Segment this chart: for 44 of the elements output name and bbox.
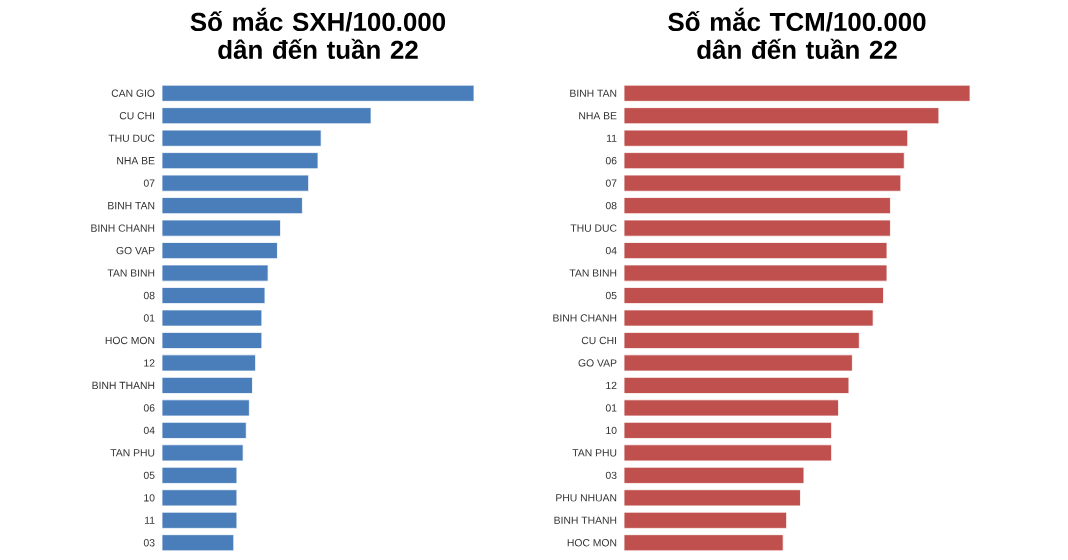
bar: [623, 511, 788, 529]
bar: [623, 84, 971, 102]
bar: [161, 466, 238, 484]
bar: [623, 219, 891, 237]
bar: [161, 331, 263, 349]
bar: [161, 129, 322, 147]
bar: [161, 84, 475, 102]
bar: [623, 376, 850, 394]
bar: [161, 242, 278, 260]
bar: [161, 287, 266, 305]
bar: [161, 534, 235, 552]
bar: [623, 107, 940, 125]
bar: [623, 331, 860, 349]
bar: [161, 197, 303, 215]
bar: [161, 219, 281, 237]
bar: [623, 129, 909, 147]
bar: [161, 107, 372, 125]
bar: [161, 264, 269, 282]
bar: [623, 534, 784, 552]
bar: [161, 489, 238, 507]
bar: [623, 309, 874, 327]
bar: [623, 489, 801, 507]
bar: [623, 466, 805, 484]
bar: [623, 444, 833, 462]
bar: [161, 511, 238, 529]
bar: [623, 354, 853, 372]
bar: [161, 354, 257, 372]
chart-title: Số mắc TCM/100.000 dân đến tuần 22: [668, 7, 926, 59]
bar: [161, 444, 244, 462]
bar: [623, 197, 891, 215]
bar: [623, 264, 888, 282]
bar: [623, 421, 833, 439]
bar: [161, 421, 247, 439]
bar: [161, 174, 310, 192]
bar: [161, 376, 253, 394]
bar: [161, 309, 263, 327]
bar: [623, 174, 902, 192]
bar: [623, 242, 888, 260]
bar: [623, 399, 839, 417]
bar: [161, 399, 250, 417]
chart-title: Số mắc SXH/100.000 dân đến tuần 22: [190, 7, 446, 59]
bar: [623, 152, 905, 170]
bar: [161, 152, 319, 170]
bar: [623, 287, 884, 305]
